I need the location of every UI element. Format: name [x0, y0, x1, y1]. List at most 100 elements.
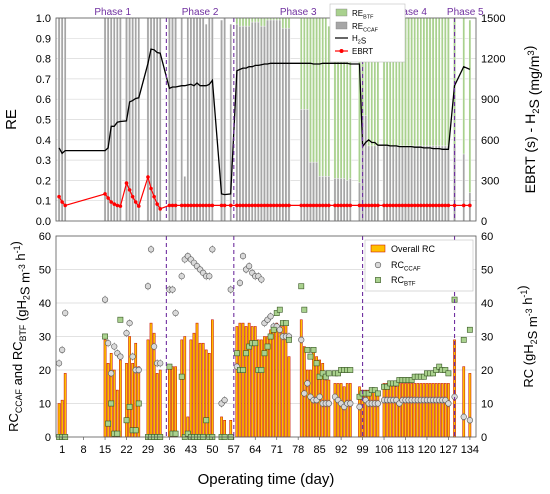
overall-rc-bar [309, 369, 312, 438]
re-ccaf-bar [447, 145, 450, 222]
re-ccaf-bar [419, 145, 423, 222]
ebrt-point [244, 203, 248, 208]
re-ccaf-bar [57, 17, 61, 222]
x-tick-label: 78 [292, 444, 304, 456]
tick-label-right: 900 [481, 94, 499, 106]
ebrt-point [167, 203, 172, 208]
re-ccaf-bar [171, 17, 174, 222]
phase-label: Phase 1 [94, 7, 131, 18]
re-ccaf-bar [223, 17, 226, 222]
re-ccaf-bar [134, 17, 138, 222]
overall-rc-bar [168, 366, 171, 438]
tick-label-left: 0.2 [36, 175, 51, 187]
rc-btf-point [273, 310, 280, 316]
rc-ccaf-point [239, 253, 247, 260]
x-tick-label: 113 [397, 444, 415, 456]
rc-ccaf-point [316, 393, 323, 400]
re-ccaf-bar [119, 17, 122, 222]
rc-ccaf-point [144, 283, 152, 290]
ebrt-point [333, 203, 337, 208]
x-tick-label: 127 [439, 444, 457, 456]
rc-btf-point [240, 367, 246, 373]
re-ccaf-bar [174, 17, 177, 222]
overall-rc-bar [60, 399, 64, 438]
rc-ccaf-point [209, 246, 216, 253]
rc-btf-point [310, 346, 317, 353]
overall-rc-bar [195, 322, 199, 438]
ebrt-point [118, 204, 123, 208]
re-ccaf-bar [318, 176, 321, 222]
rc-ccaf-point [236, 279, 244, 287]
rc-ccaf-point [466, 417, 473, 424]
re-ccaf-bar [244, 25, 248, 222]
ebrt-point [281, 203, 285, 208]
tick-label-right: 10 [481, 399, 493, 411]
h2s-line [58, 48, 471, 196]
rc-btf-point [408, 377, 415, 383]
ebrt-point [173, 203, 178, 208]
rc-btf-point [466, 326, 473, 333]
rc-btf-point [322, 373, 329, 380]
ebrt-point [323, 203, 328, 208]
ebrt-point [146, 175, 150, 179]
legend-label-re-ccaf: RECCAF [352, 22, 379, 33]
x-tick-label: 120 [418, 444, 436, 456]
re-ccaf-bar [106, 17, 110, 222]
rc-btf-point [126, 403, 133, 410]
overall-rc-bar [431, 383, 435, 438]
ebrt-point [320, 203, 325, 208]
ebrt-point [425, 203, 429, 208]
re-ccaf-bar [287, 27, 291, 222]
tick-label-left: 0.5 [36, 115, 51, 127]
rc-ccaf-point [301, 390, 308, 397]
top-panel: Phase 1 Phase 2 Phase 3 Phase 4 Phase 5 0.0 0.… [36, 3, 505, 228]
overall-rc-bar [180, 339, 184, 438]
re-ccaf-bar [192, 17, 196, 222]
overall-rc-bar [220, 416, 223, 438]
ebrt-point [397, 203, 402, 208]
rc-ccaf-point [206, 273, 213, 280]
phase-label: Phase 2 [182, 7, 219, 18]
rc-btf-point [347, 367, 354, 373]
overall-rc-bar [158, 369, 162, 438]
ebrt-point [373, 203, 377, 208]
rc-btf-point [276, 306, 283, 313]
ebrt-point [253, 203, 258, 208]
re-ccaf-bar [257, 21, 260, 222]
overall-rc-bar [413, 383, 417, 438]
ebrt-point [437, 203, 442, 208]
tick-label-left: 40 [39, 298, 51, 310]
rc-btf-point [316, 373, 323, 380]
re-ccaf-bar [391, 145, 395, 222]
tick-label-right: 50 [481, 265, 493, 277]
ebrt-point [103, 192, 107, 196]
bottom-plot-frame [55, 235, 477, 438]
rc-btf-point [246, 343, 253, 350]
ebrt-point [385, 203, 389, 208]
bottom-left-axis-title: RCCCAF and RCBTF (gH2S m-3 h-1) [6, 241, 33, 432]
rc-ccaf-point [151, 343, 158, 350]
re-ccaf-bar [444, 145, 447, 222]
tick-label-left: 60 [39, 231, 51, 243]
overall-rc-bar [462, 366, 466, 438]
overall-rc-bar [394, 386, 398, 438]
rc-ccaf-point [123, 330, 130, 337]
re-ccaf-bar [207, 17, 211, 222]
ebrt-point [186, 203, 190, 208]
re-ccaf-bar [324, 176, 328, 222]
overall-rc-bar [278, 326, 282, 438]
x-tick-label: 71 [271, 444, 283, 456]
overall-rc-bar [171, 366, 174, 438]
legend-swatch-rc-ccaf [374, 261, 382, 269]
overall-rc-bar [210, 319, 214, 438]
rc-ccaf-point [246, 263, 253, 270]
ebrt-point [198, 203, 202, 208]
ebrt-point [219, 203, 224, 208]
ebrt-point [305, 203, 310, 208]
re-ccaf-bar [266, 19, 269, 222]
rc-ccaf-point [129, 353, 136, 360]
ebrt-point [327, 203, 331, 208]
overall-rc-bar [155, 373, 159, 438]
rc-ccaf-point [347, 400, 354, 407]
ebrt-point [443, 203, 448, 208]
